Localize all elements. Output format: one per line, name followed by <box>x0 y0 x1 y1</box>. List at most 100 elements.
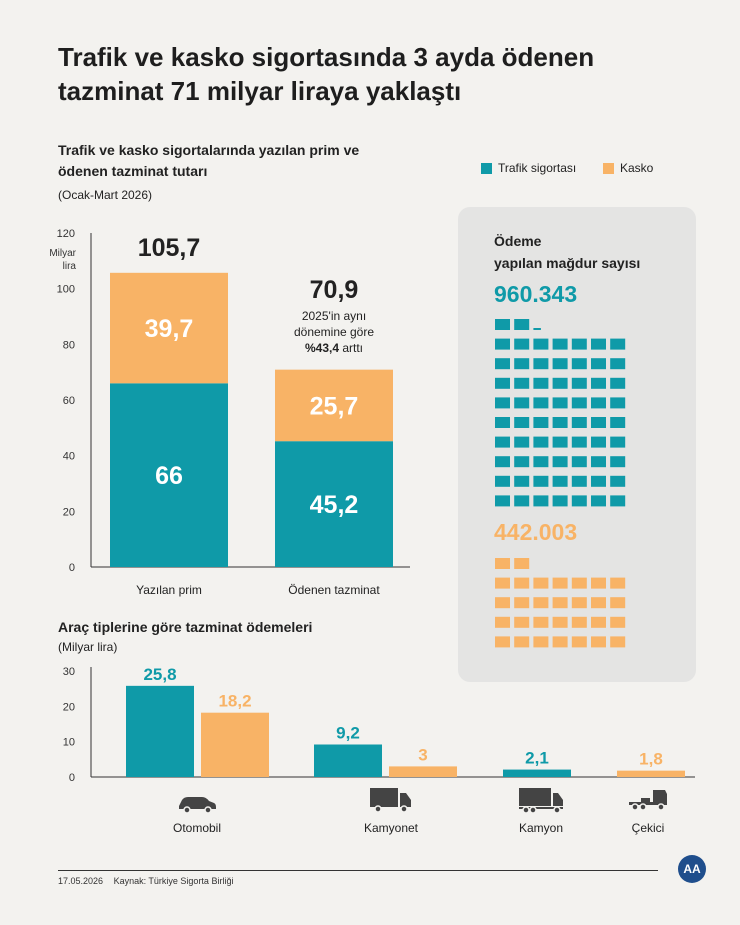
waffle-cell <box>591 597 606 609</box>
waffle-cell <box>591 338 606 350</box>
waffle-cell <box>571 436 587 448</box>
footer-date: 17.05.2026 <box>58 876 104 886</box>
bar-value-label: 1,8 <box>639 750 663 769</box>
waffle-cell <box>514 558 530 569</box>
bar-value-label: 66 <box>155 462 183 490</box>
victims-title-line1: Ödeme <box>494 233 542 249</box>
waffle-cell <box>552 577 568 589</box>
bar-total-label: 70,9 <box>310 276 359 304</box>
bar <box>314 744 382 777</box>
waffle-cell <box>495 338 510 350</box>
victims-title: Ödeme yapılan mağdur sayısı <box>494 230 640 274</box>
waffle-cell <box>514 616 530 628</box>
footer-source: Kaynak: Türkiye Sigorta Birliği <box>113 876 234 886</box>
waffle-cell <box>610 475 626 487</box>
waffle-cell <box>591 436 606 448</box>
waffle-cell <box>610 436 626 448</box>
y-tick-label: 20 <box>63 701 75 713</box>
footer-divider <box>58 870 658 871</box>
waffle-cell <box>533 436 549 448</box>
car-wheel <box>183 806 191 814</box>
waffle-cell <box>591 397 606 409</box>
waffle-cell <box>495 397 510 409</box>
waffle-cell <box>552 456 568 468</box>
legend-traffic-label: Trafik sigortası <box>498 161 577 175</box>
waffle-cell <box>552 495 568 507</box>
y-axis-label: lira <box>63 261 77 272</box>
annotation-percent: %43,4 <box>305 341 339 355</box>
truck-cab <box>553 793 563 806</box>
van-wheel <box>400 805 408 813</box>
bar-segment <box>110 383 228 567</box>
waffle-cell <box>610 495 626 507</box>
waffle-cell <box>514 377 530 389</box>
x-tick-label: Kamyonet <box>364 821 419 835</box>
waffle-cell <box>495 417 510 428</box>
waffle-cell <box>514 456 530 468</box>
legend-kasko: Kasko <box>603 161 653 175</box>
bar-value-label: 25,7 <box>310 392 359 420</box>
car-body <box>179 797 216 809</box>
bar-total-label: 105,7 <box>138 234 201 262</box>
waffle-cell <box>514 397 530 409</box>
waffle-cell <box>514 358 530 370</box>
truck-wheel <box>553 806 561 814</box>
car-wheel <box>204 806 212 814</box>
traffic-victim-count: 960.343 <box>494 281 578 307</box>
chart1-title: Trafik ve kasko sigortalarında yazılan p… <box>58 142 360 179</box>
waffle-cell <box>495 377 510 389</box>
van-box <box>370 788 398 807</box>
waffle-cell <box>495 456 510 468</box>
tow-truck-icon <box>629 790 667 811</box>
waffle-cell <box>495 558 510 569</box>
truck-chassis <box>519 807 563 809</box>
waffle-cell <box>571 636 587 648</box>
waffle-cell <box>552 616 568 628</box>
waffle-cell <box>514 597 530 609</box>
waffle-cell <box>533 338 549 350</box>
truck-box <box>519 788 551 806</box>
bar-segment <box>110 272 228 384</box>
waffle-cell <box>533 616 549 628</box>
waffle-cell <box>495 636 510 648</box>
van-wheel <box>374 805 382 813</box>
chart2-subtitle: (Milyar lira) <box>58 640 118 654</box>
waffle-cell <box>610 597 626 609</box>
bar-value-label: 18,2 <box>218 692 251 711</box>
waffle-cell <box>610 377 626 389</box>
waffle-cell <box>533 397 549 409</box>
annotation-suffix: arttı <box>339 341 363 355</box>
waffle-cell <box>571 495 587 507</box>
waffle-cell <box>514 577 530 589</box>
footer: 17.05.2026 Kaynak: Türkiye Sigorta Birli… <box>58 876 233 886</box>
x-tick-label: Ödenen tazminat <box>288 583 380 597</box>
tow-wheel <box>639 803 647 811</box>
waffle-cell <box>610 616 626 628</box>
waffle-cell <box>514 417 530 428</box>
waffle-cell <box>495 616 510 628</box>
waffle-cell <box>610 397 626 409</box>
waffle-cell <box>514 338 530 350</box>
y-tick-label: 120 <box>57 228 75 240</box>
bar <box>126 685 194 777</box>
waffle-cell <box>533 597 549 609</box>
van-icon <box>370 788 411 813</box>
bar-value-label: 9,2 <box>336 723 360 742</box>
kasko-victim-count: 442.003 <box>494 519 578 545</box>
waffle-cell <box>591 616 606 628</box>
y-tick-label: 0 <box>69 772 75 784</box>
waffle-cell <box>514 636 530 648</box>
bar-value-label: 39,7 <box>145 315 194 343</box>
waffle-cell <box>591 577 606 589</box>
waffle-cell <box>495 475 510 487</box>
victims-title-line2: yapılan mağdur sayısı <box>494 255 641 271</box>
waffle-cell <box>552 597 568 609</box>
annotation-line: dönemine göre <box>294 325 374 339</box>
chart2-title: Araç tiplerine göre tazminat ödemeleri <box>58 619 313 635</box>
waffle-cell <box>552 475 568 487</box>
bar <box>201 712 269 777</box>
waffle-cell <box>533 636 549 648</box>
waffle-cell <box>514 436 530 448</box>
waffle-cell <box>610 577 626 589</box>
